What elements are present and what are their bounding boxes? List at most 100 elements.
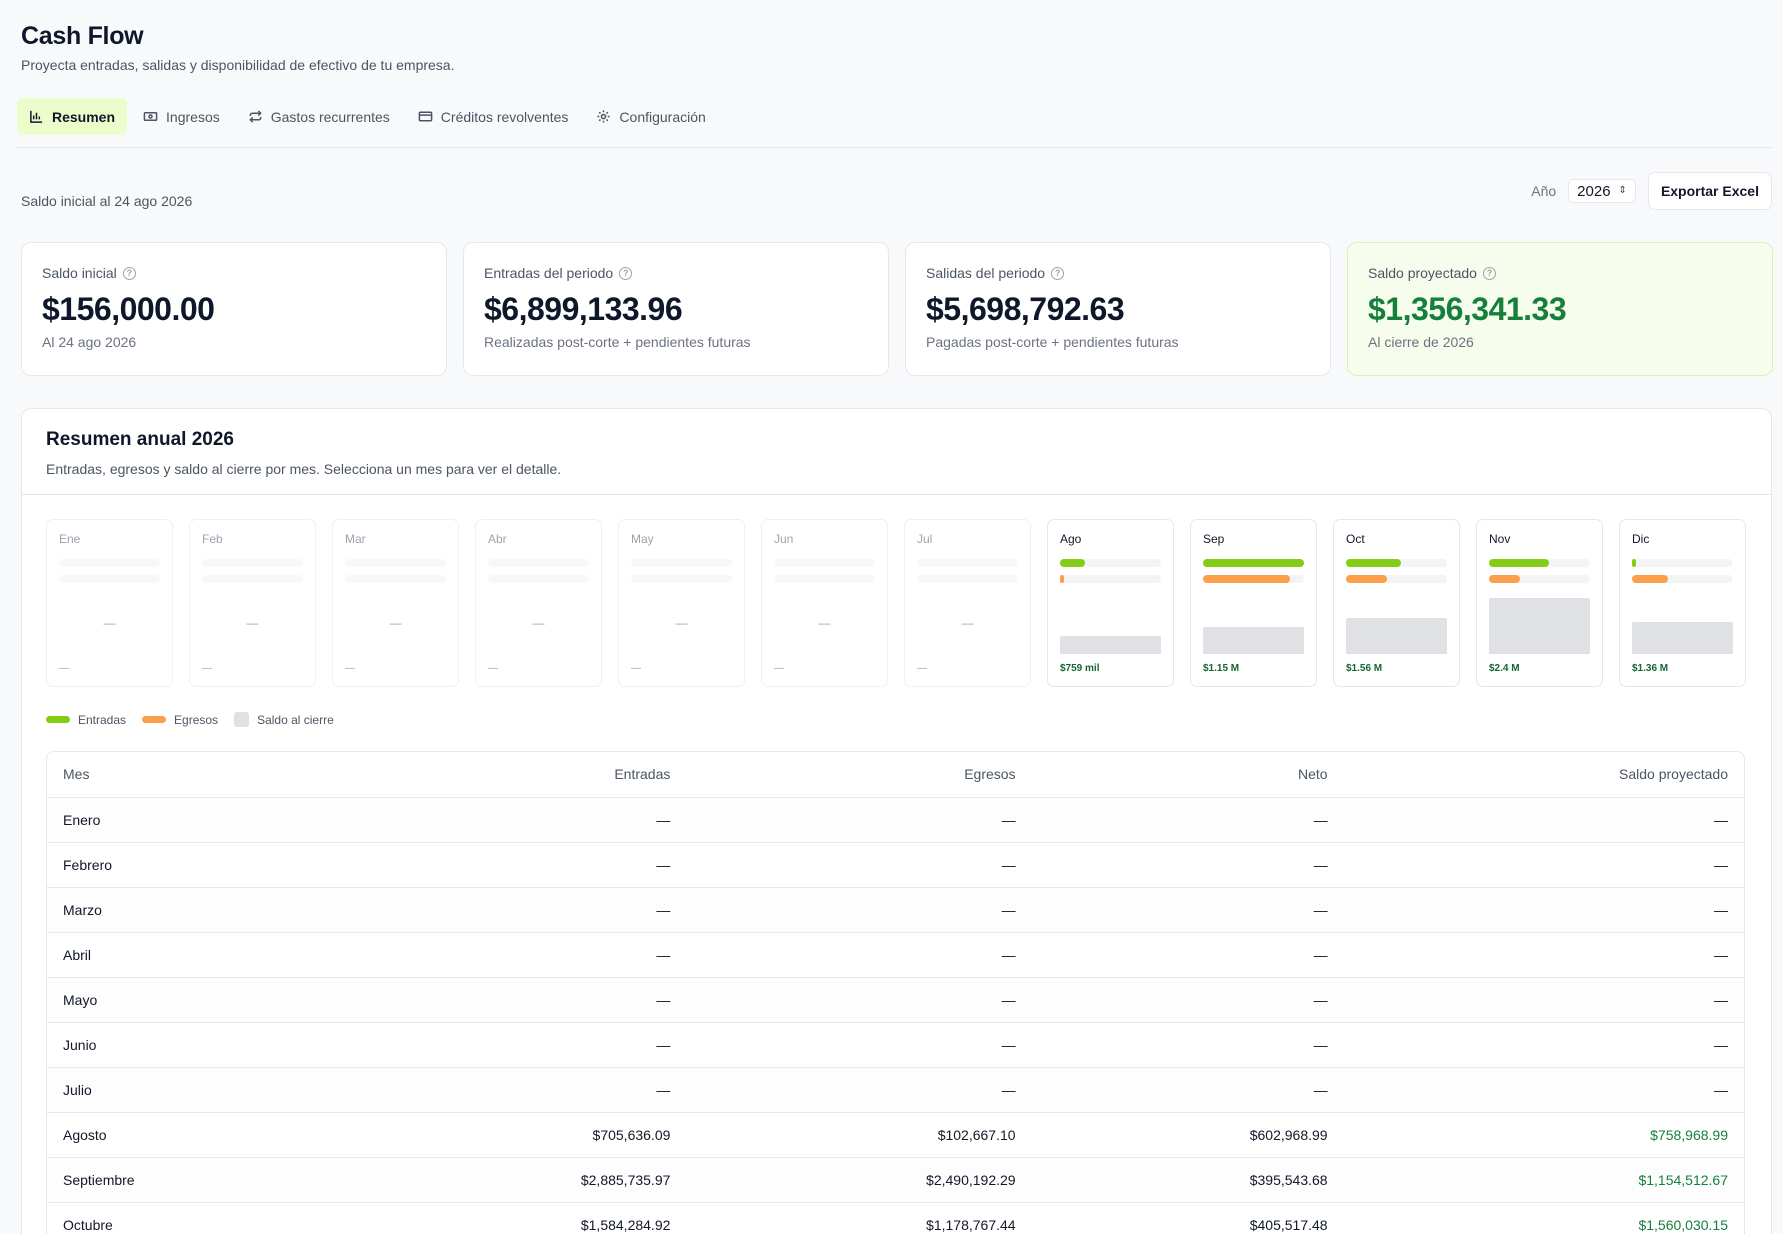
panel-header: Resumen anual 2026 Entradas, egresos y s… <box>22 409 1771 495</box>
card-label: Entradas del periodo <box>484 265 614 281</box>
help-icon[interactable]: ? <box>122 266 136 280</box>
year-select[interactable]: 2026 ⇕ <box>1568 179 1636 203</box>
kpi-cards: Saldo inicial? $156,000.00 Al 24 ago 202… <box>21 242 1773 376</box>
month-card[interactable]: Ene — — <box>46 519 173 687</box>
table-row[interactable]: Julio — — — — <box>47 1067 1744 1113</box>
tab-configuracion[interactable]: Configuración <box>584 98 717 135</box>
card-value: $6,899,133.96 <box>484 291 683 327</box>
page-title: Cash Flow <box>21 22 144 50</box>
panel-title: Resumen anual 2026 <box>46 429 234 450</box>
tab-label: Créditos revolventes <box>440 108 569 125</box>
value-cell: — <box>341 842 687 888</box>
help-icon[interactable]: ? <box>1051 266 1065 280</box>
value-cell: $405,517.48 <box>1031 1202 1344 1234</box>
month-card[interactable]: May — — <box>618 519 745 687</box>
month-card[interactable]: Abr — — <box>475 519 602 687</box>
value-cell: — <box>686 887 1032 933</box>
month-balance-value: — <box>488 663 498 674</box>
credit-card-icon <box>418 111 433 122</box>
egresos-track <box>1632 575 1733 583</box>
month-card[interactable]: Ago $759 mil <box>1047 519 1174 687</box>
help-icon[interactable]: ? <box>619 266 633 280</box>
month-card[interactable]: Jun — — <box>761 519 888 687</box>
bar-chart-icon <box>30 110 43 123</box>
egresos-bar <box>1632 575 1669 583</box>
month-name: Jun <box>774 532 794 546</box>
value-cell: $1,584,284.92 <box>341 1202 687 1234</box>
month-cell: Enero <box>47 797 342 843</box>
value-cell: — <box>1031 797 1344 843</box>
value-cell: $602,968.99 <box>1031 1112 1344 1158</box>
table-row[interactable]: Febrero — — — — <box>47 842 1744 888</box>
card-salidas-periodo: Salidas del periodo? $5,698,792.63 Pagad… <box>905 242 1331 376</box>
month-name: Oct <box>1346 532 1365 546</box>
tab-divider <box>17 147 1772 148</box>
help-icon[interactable]: ? <box>1482 266 1496 280</box>
month-balance-value: — <box>631 663 641 674</box>
value-cell: $102,667.10 <box>686 1112 1032 1158</box>
card-label: Salidas del periodo <box>926 265 1046 281</box>
egresos-bar <box>1346 575 1388 583</box>
table-row[interactable]: Mayo — — — — <box>47 977 1744 1023</box>
card-value: $156,000.00 <box>42 291 215 327</box>
month-card[interactable]: Oct $1.56 M <box>1333 519 1460 687</box>
empty-placeholder: — <box>961 616 974 630</box>
month-name: May <box>631 532 654 546</box>
month-card[interactable]: Mar — — <box>332 519 459 687</box>
month-name: Feb <box>202 532 223 546</box>
month-cell: Marzo <box>47 887 342 933</box>
month-card[interactable]: Dic $1.36 M <box>1619 519 1746 687</box>
entradas-track <box>1489 559 1590 567</box>
value-cell: — <box>1343 842 1744 888</box>
month-balance-value: $1.36 M <box>1632 663 1669 674</box>
table-row[interactable]: Enero — — — — <box>47 797 1744 843</box>
value-cell: — <box>1031 842 1344 888</box>
chart-legend: Entradas Egresos Saldo al cierre <box>46 712 334 727</box>
value-cell: — <box>686 1022 1032 1068</box>
value-cell: — <box>1031 887 1344 933</box>
value-cell: — <box>1343 887 1744 933</box>
table-row[interactable]: Septiembre $2,885,735.97 $2,490,192.29 $395… <box>47 1157 1744 1203</box>
tab-creditos-revolventes[interactable]: Créditos revolventes <box>406 98 581 135</box>
month-card[interactable]: Sep $1.15 M <box>1190 519 1317 687</box>
entradas-track <box>1060 559 1161 567</box>
entradas-bar <box>1346 559 1402 567</box>
value-cell: — <box>686 932 1032 978</box>
month-cell: Octubre <box>47 1202 342 1234</box>
egresos-track <box>1203 575 1304 583</box>
tab-resumen[interactable]: Resumen <box>17 98 128 135</box>
table-row[interactable]: Marzo — — — — <box>47 887 1744 933</box>
month-card[interactable]: Jul — — <box>904 519 1031 687</box>
tab-gastos-recurrentes[interactable]: Gastos recurrentes <box>236 98 402 135</box>
month-cell: Agosto <box>47 1112 342 1158</box>
empty-placeholder: — <box>389 616 402 630</box>
column-header: Saldo proyectado <box>1343 752 1744 798</box>
egresos-bar <box>1489 575 1521 583</box>
table-row[interactable]: Abril — — — — <box>47 932 1744 978</box>
month-cell: Junio <box>47 1022 342 1068</box>
table-row[interactable]: Agosto $705,636.09 $102,667.10 $602,968.99 $… <box>47 1112 1744 1158</box>
value-cell: $1,154,512.67 <box>1343 1157 1744 1203</box>
table-row[interactable]: Junio — — — — <box>47 1022 1744 1068</box>
tab-label: Ingresos <box>166 108 220 125</box>
entradas-bar <box>1203 559 1304 567</box>
value-cell: — <box>686 797 1032 843</box>
value-cell: $705,636.09 <box>341 1112 687 1158</box>
tab-ingresos[interactable]: Ingresos <box>131 98 232 135</box>
value-cell: — <box>341 1067 687 1113</box>
egresos-track <box>59 575 160 583</box>
tab-label: Configuración <box>619 108 706 125</box>
value-cell: — <box>1343 797 1744 843</box>
entradas-track <box>488 559 589 567</box>
month-balance-value: — <box>202 663 212 674</box>
month-card[interactable]: Nov $2.4 M <box>1476 519 1603 687</box>
legend-swatch <box>142 716 167 723</box>
month-name: Mar <box>345 532 366 546</box>
card-note: Al 24 ago 2026 <box>42 334 137 350</box>
column-header: Neto <box>1031 752 1344 798</box>
export-excel-button[interactable]: Exportar Excel <box>1647 172 1772 210</box>
egresos-track <box>1489 575 1590 583</box>
empty-placeholder: — <box>818 616 831 630</box>
month-card[interactable]: Feb — — <box>189 519 316 687</box>
table-row[interactable]: Octubre $1,584,284.92 $1,178,767.44 $405,51… <box>47 1202 1744 1234</box>
